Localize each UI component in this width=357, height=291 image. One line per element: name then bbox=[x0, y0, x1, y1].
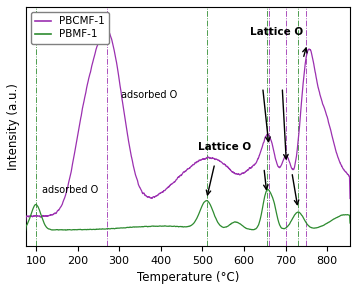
Y-axis label: Intensity (a.u.): Intensity (a.u.) bbox=[7, 83, 20, 170]
Text: Lattice O: Lattice O bbox=[250, 27, 303, 37]
Legend: PBCMF-1, PBMF-1: PBCMF-1, PBMF-1 bbox=[31, 12, 109, 44]
Text: Lattice O: Lattice O bbox=[198, 142, 251, 152]
Text: adsorbed O: adsorbed O bbox=[42, 184, 99, 195]
Text: adsorbed O: adsorbed O bbox=[121, 90, 177, 100]
X-axis label: Temperature (°C): Temperature (°C) bbox=[137, 271, 239, 284]
